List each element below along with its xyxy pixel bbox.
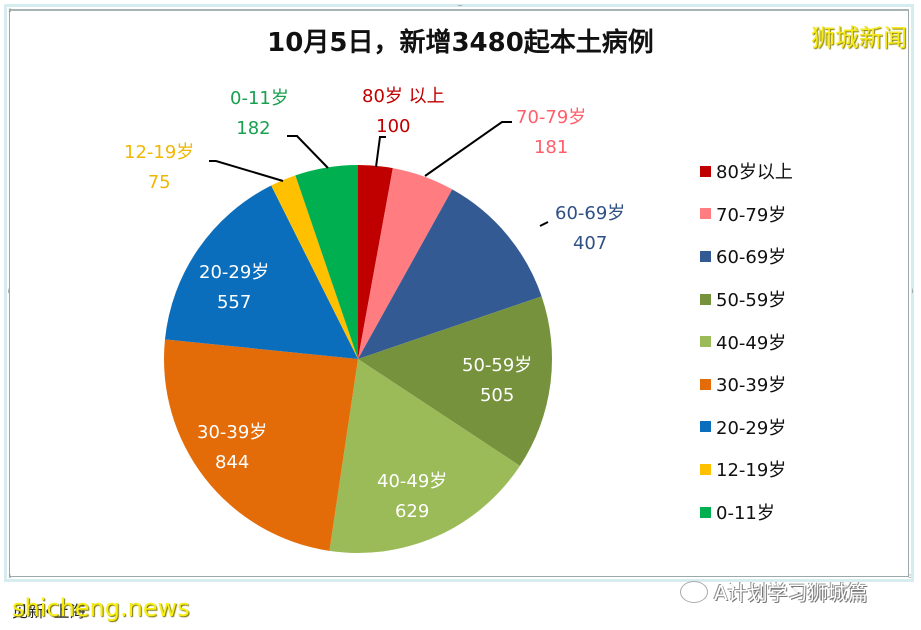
legend-swatch-icon — [700, 165, 711, 177]
legend-item-40-49[interactable]: 40-49岁 — [700, 320, 793, 363]
legend-swatch-icon — [700, 208, 711, 220]
resize-handle-top[interactable]: ···· — [457, 2, 463, 10]
leader-lines — [209, 121, 549, 227]
leader-line-12-19 — [209, 160, 284, 182]
legend-swatch-icon — [700, 250, 711, 262]
wechat-icon — [680, 580, 708, 603]
pie-slice-70-79岁[interactable] — [358, 168, 453, 359]
data-label-60-69: 60-69岁 407 — [555, 203, 626, 254]
legend-item-30-39[interactable]: 30-39岁 — [700, 363, 793, 406]
legend-item-0-11[interactable]: 0-11岁 — [700, 491, 793, 534]
pie-slice-20-29岁[interactable] — [164, 185, 358, 359]
legend-item-20-29[interactable]: 20-29岁 — [700, 406, 793, 449]
watermark-logo: 狮城新闻 — [811, 24, 907, 52]
pie-slice-0-11岁[interactable] — [295, 165, 358, 359]
legend-swatch-icon — [700, 463, 711, 475]
legend-swatch-icon — [700, 336, 711, 348]
leader-line-60-69 — [539, 221, 549, 227]
legend-item-60-69[interactable]: 60-69岁 — [700, 235, 793, 278]
data-label-20-29: 20-29岁 557 — [199, 262, 270, 313]
legend-swatch-icon — [700, 378, 711, 390]
data-label-40-49: 40-49岁 629 — [377, 471, 448, 522]
chart-frame-outer — [4, 4, 914, 582]
data-label-80plus: 80岁 以上 100 — [362, 86, 445, 137]
chart-legend: 80岁以上 70-79岁 60-69岁 50-59岁 40-49岁 30-39岁… — [700, 150, 793, 533]
legend-swatch-icon — [700, 506, 711, 518]
pie-slice-12-19岁[interactable] — [271, 175, 358, 359]
resize-handle-left[interactable]: ···· — [4, 288, 12, 293]
legend-item-50-59[interactable]: 50-59岁 — [700, 278, 793, 321]
leader-line-70-79 — [424, 121, 512, 177]
pie-slice-30-39岁[interactable] — [164, 339, 358, 551]
legend-swatch-icon — [700, 421, 711, 433]
leader-line-0-11 — [287, 135, 329, 169]
wechat-watermark: A计划学习狮城篇 — [680, 577, 868, 606]
resize-handle-bottom-left[interactable]: :: — [8, 572, 12, 580]
footnote-text: 见新•上海 — [12, 602, 86, 621]
data-label-0-11: 0-11岁 182 — [230, 88, 289, 139]
legend-item-12-19[interactable]: 12-19岁 — [700, 448, 793, 491]
legend-item-80plus[interactable]: 80岁以上 — [700, 150, 793, 193]
data-label-12-19: 12-19岁 75 — [124, 142, 195, 193]
resize-handle-right[interactable]: ···· — [908, 288, 916, 293]
pie-slice-40-49岁[interactable] — [329, 359, 520, 553]
data-label-50-59: 50-59岁 505 — [462, 355, 533, 406]
resize-handle-top-left[interactable]: :: — [8, 6, 12, 14]
leader-line-80plus — [375, 136, 386, 168]
data-label-30-39: 30-39岁 844 — [197, 422, 268, 473]
pie-slice-80岁以上[interactable] — [358, 165, 393, 359]
data-label-70-79: 70-79岁 181 — [516, 107, 587, 158]
watermark-url: shicheng.news — [12, 594, 190, 622]
resize-handle-bottom-right[interactable]: :: — [908, 572, 912, 580]
chart-title: 10月5日，新增3480起本土病例 — [267, 28, 654, 58]
legend-item-70-79[interactable]: 70-79岁 — [700, 193, 793, 236]
pie-slice-50-59岁[interactable] — [358, 296, 552, 466]
pie-slice-60-69岁[interactable] — [358, 189, 542, 359]
pie-slices — [164, 165, 552, 553]
legend-swatch-icon — [700, 293, 711, 305]
